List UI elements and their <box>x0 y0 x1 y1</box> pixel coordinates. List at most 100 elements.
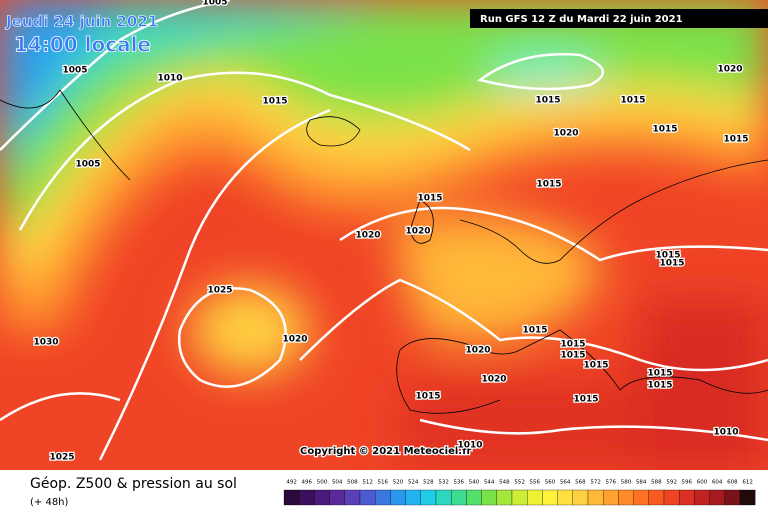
colorbar-label: 604 <box>712 480 723 486</box>
isobar-label: 1015 <box>417 194 442 204</box>
colorbar-swatch <box>299 489 315 506</box>
valid-time: 14:00 locale <box>14 33 151 57</box>
colorbar-swatch <box>572 489 589 506</box>
colorbar-label: 612 <box>742 480 753 486</box>
isobar-label: 1025 <box>49 453 74 463</box>
colorbar-swatch <box>420 489 437 506</box>
colorbar-label: 600 <box>697 480 708 486</box>
colorbar-label: 596 <box>682 480 693 486</box>
colorbar-label: 540 <box>469 480 480 486</box>
colorbar-swatch <box>709 489 725 506</box>
colorbar-label: 524 <box>408 480 419 486</box>
footer-title: Géop. Z500 & pression au sol <box>30 476 237 492</box>
isobar-label: 1015 <box>620 96 645 106</box>
colorbar-label: 564 <box>560 480 571 486</box>
isobar-label: 1010 <box>457 441 482 451</box>
colorbar-swatch <box>405 489 421 506</box>
colorbar-label: 580 <box>621 480 632 486</box>
colorbar-swatch <box>694 489 710 506</box>
colorbar-swatch <box>557 489 573 506</box>
colorbar-swatch <box>542 489 558 506</box>
coastlines <box>0 89 768 414</box>
isobar-label: 1015 <box>647 381 672 391</box>
colorbar-label: 568 <box>575 480 586 486</box>
isobar-label: 1015 <box>655 251 680 261</box>
isobar-label: 1005 <box>75 160 100 170</box>
colorbar-label: 528 <box>423 480 434 486</box>
footer-lead: (+ 48h) <box>30 497 69 508</box>
colorbar-label: 560 <box>545 480 556 486</box>
isobar-label: 1015 <box>560 351 585 361</box>
colorbar-swatch <box>481 489 497 506</box>
colorbar-swatch <box>663 489 680 506</box>
isobar-label: 1010 <box>157 74 182 84</box>
isobar-label: 1005 <box>62 66 87 76</box>
isobar-label: 1020 <box>355 231 380 241</box>
colorbar-swatch <box>679 489 695 506</box>
isobar-label: 1025 <box>207 286 232 296</box>
colorbar-swatch <box>283 489 300 506</box>
isobar-label: 1020 <box>553 129 578 139</box>
colorbar-label: 588 <box>651 480 662 486</box>
isobar-label: 1015 <box>522 326 547 336</box>
colorbar-swatch <box>451 489 467 506</box>
isobar-label: 1020 <box>717 65 742 75</box>
colorbar-swatch <box>618 489 634 506</box>
isobar-label: 1020 <box>465 346 490 356</box>
colorbar-swatch <box>329 489 345 506</box>
colorbar-swatch <box>511 489 528 506</box>
copyright: Copyright © 2021 Meteociel.fr <box>300 446 471 457</box>
colorbar-swatch <box>724 489 741 506</box>
colorbar-label: 516 <box>378 480 389 486</box>
colorbar-swatch <box>314 489 330 506</box>
colorbar-label: 556 <box>530 480 541 486</box>
colorbar-swatch <box>359 489 376 506</box>
colorbar-label: 520 <box>393 480 404 486</box>
isobar-label: 1015 <box>535 96 560 106</box>
isobar-label: 1015 <box>583 361 608 371</box>
isobars <box>0 0 768 461</box>
colorbar-label: 608 <box>727 480 738 486</box>
isobar-label: 1005 <box>202 0 227 8</box>
colorbar-label: 552 <box>514 480 525 486</box>
isobar-label: 1020 <box>481 375 506 385</box>
isobar-label: 1015 <box>652 125 677 135</box>
colorbar-label: 504 <box>332 480 343 486</box>
colorbar-swatch <box>375 489 391 506</box>
colorbar-label: 544 <box>484 480 495 486</box>
colorbar-label: 576 <box>606 480 617 486</box>
colorbar-label: 492 <box>286 480 297 486</box>
colorbar-swatch <box>496 489 513 506</box>
colorbar-label: 572 <box>590 480 601 486</box>
isobar-label: 1020 <box>282 335 307 345</box>
colorbar-label: 592 <box>666 480 677 486</box>
colorbar-label: 508 <box>347 480 358 486</box>
colorbar-swatch <box>587 489 604 506</box>
colorbar-swatch <box>739 489 756 506</box>
isobar-label: 1010 <box>713 428 738 438</box>
colorbar-label: 512 <box>362 480 373 486</box>
geopotential-field <box>0 0 768 470</box>
isobar-label: 1015 <box>262 97 287 107</box>
isobar-label: 1015 <box>647 369 672 379</box>
colorbar-swatch <box>527 489 543 506</box>
colorbar-label: 496 <box>302 480 313 486</box>
valid-date: Jeudi 24 juin 2021 <box>5 13 158 31</box>
isobar-label: 1015 <box>723 135 748 145</box>
isobar-label: 1015 <box>659 259 684 269</box>
colorbar-swatch <box>633 489 649 506</box>
colorbar-label: 532 <box>438 480 449 486</box>
isobar-label: 1030 <box>33 338 58 348</box>
colorbar-swatch <box>435 489 452 506</box>
isobar-label: 1015 <box>536 180 561 190</box>
run-banner <box>470 9 768 28</box>
colorbar-swatch <box>466 489 482 506</box>
colorbar-swatch <box>390 489 406 506</box>
colorbar-label: 584 <box>636 480 647 486</box>
colorbar-label: 548 <box>499 480 510 486</box>
colorbar-swatch <box>603 489 619 506</box>
isobar-label: 1015 <box>573 395 598 405</box>
isobar-label: 1015 <box>415 392 440 402</box>
colorbar-label: 536 <box>454 480 465 486</box>
